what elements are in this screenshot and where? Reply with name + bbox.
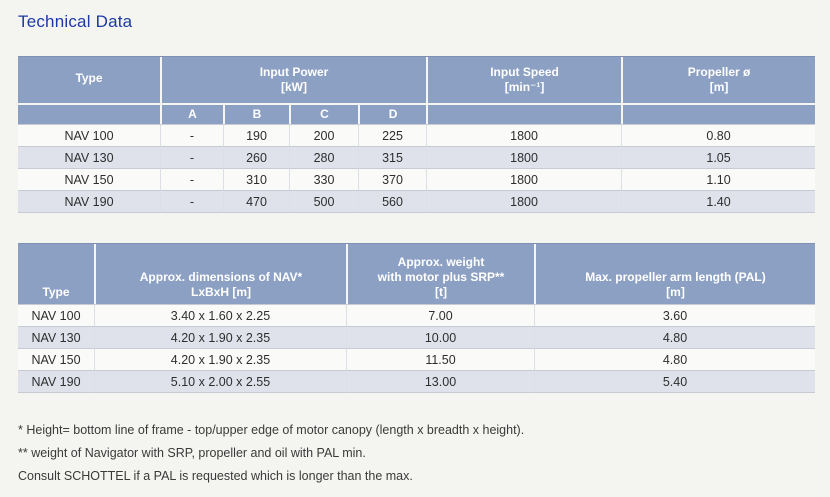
cell-type: NAV 150 [18,348,94,370]
table-cell: - [160,146,223,168]
subheader-empty [18,103,160,124]
table-cell: 315 [358,146,427,168]
table-cell: - [160,190,223,213]
table-row: NAV 130 4.20 x 1.90 x 2.35 10.00 4.80 [18,326,815,348]
table-cell: 1800 [426,124,622,146]
footnote-height: * Height= bottom line of frame - top/upp… [18,423,525,437]
subheader-d: D [358,103,427,124]
table-row: NAV 190 - 470 500 560 1800 1.40 [18,190,816,213]
cell-type: NAV 100 [18,304,94,326]
table-header-row: Type Approx. dimensions of NAV* LxBxH [m… [18,244,815,304]
table-row: NAV 150 4.20 x 1.90 x 2.35 11.50 4.80 [18,348,815,370]
table-cell: 225 [358,124,427,146]
subheader-a: A [160,103,223,124]
column-header-type: Type [18,57,160,103]
column-header-pal: Max. propeller arm length (PAL) [m] [534,244,815,304]
table-header-row: Type Input Power [kW] Input Speed [min⁻¹… [18,57,816,103]
table-cell: 1.10 [621,168,816,190]
subheader-empty [426,103,622,124]
table-cell: 7.00 [346,304,534,326]
header-unit: [kW] [281,80,308,94]
column-header-input-speed: Input Speed [min⁻¹] [426,57,622,103]
table-cell: 470 [223,190,289,213]
table-cell: 200 [289,124,358,146]
table-cell: 280 [289,146,358,168]
table-cell: 11.50 [346,348,534,370]
column-header-input-power: Input Power [kW] [160,57,427,103]
table-cell: 310 [223,168,289,190]
table-row: NAV 150 - 310 330 370 1800 1.10 [18,168,816,190]
table-cell: 5.10 x 2.00 x 2.55 [94,370,346,393]
column-header-propeller-diameter: Propeller ø [m] [621,57,816,103]
table-cell: 1800 [426,168,622,190]
table-row: NAV 100 3.40 x 1.60 x 2.25 7.00 3.60 [18,304,815,326]
subheader-c: C [289,103,358,124]
subheader-b: B [223,103,289,124]
table-cell: 370 [358,168,427,190]
header-unit: [t] [435,285,447,299]
table-cell: 1.40 [621,190,816,213]
header-line: Approx. dimensions of NAV* [139,270,303,284]
footnote-consult: Consult SCHOTTEL if a PAL is requested w… [18,469,413,483]
footnotes: * Height= bottom line of frame - top/upp… [18,419,814,488]
table-cell: 4.20 x 1.90 x 2.35 [94,348,346,370]
input-power-table: Type Input Power [kW] Input Speed [min⁻¹… [18,56,816,213]
table-cell: 260 [223,146,289,168]
page-title: Technical Data [18,12,133,31]
table-cell: - [160,168,223,190]
table-cell: 3.60 [534,304,815,326]
column-header-type: Type [18,244,94,304]
table-cell: 1800 [426,146,622,168]
header-unit: [m] [709,80,729,94]
table-subheader-row: A B C D [18,103,816,124]
footnote-weight: ** weight of Navigator with SRP, propell… [18,446,366,460]
table-cell: 5.40 [534,370,815,393]
cell-type: NAV 100 [18,124,160,146]
table-row: NAV 190 5.10 x 2.00 x 2.55 13.00 5.40 [18,370,815,393]
table-cell: 3.40 x 1.60 x 2.25 [94,304,346,326]
table-cell: 4.80 [534,326,815,348]
header-unit: [min⁻¹] [504,80,545,94]
table-cell: 1800 [426,190,622,213]
subheader-empty [621,103,816,124]
table-cell: 4.80 [534,348,815,370]
header-unit: [m] [666,285,685,299]
header-line: Max. propeller arm length (PAL) [585,270,766,284]
cell-type: NAV 130 [18,326,94,348]
column-header-dimensions: Approx. dimensions of NAV* LxBxH [m] [94,244,346,304]
table-cell: 500 [289,190,358,213]
cell-type: NAV 190 [18,370,94,393]
table-cell: 560 [358,190,427,213]
table-cell: 1.05 [621,146,816,168]
dimensions-table: Type Approx. dimensions of NAV* LxBxH [m… [18,243,815,393]
table-cell: 4.20 x 1.90 x 2.35 [94,326,346,348]
header-line: Propeller ø [687,65,751,79]
header-line: Input Power [259,65,329,79]
column-header-weight: Approx. weight with motor plus SRP** [t] [346,244,534,304]
table-cell: 330 [289,168,358,190]
cell-type: NAV 150 [18,168,160,190]
table-cell: 190 [223,124,289,146]
table-row: NAV 100 - 190 200 225 1800 0.80 [18,124,816,146]
header-line: Input Speed [490,65,559,79]
cell-type: NAV 190 [18,190,160,213]
table-cell: 10.00 [346,326,534,348]
table-cell: 0.80 [621,124,816,146]
header-unit: LxBxH [m] [190,285,251,299]
table-cell: - [160,124,223,146]
header-line: Approx. weight [397,255,485,269]
table-row: NAV 130 - 260 280 315 1800 1.05 [18,146,816,168]
cell-type: NAV 130 [18,146,160,168]
table-cell: 13.00 [346,370,534,393]
header-line: with motor plus SRP** [377,270,505,284]
